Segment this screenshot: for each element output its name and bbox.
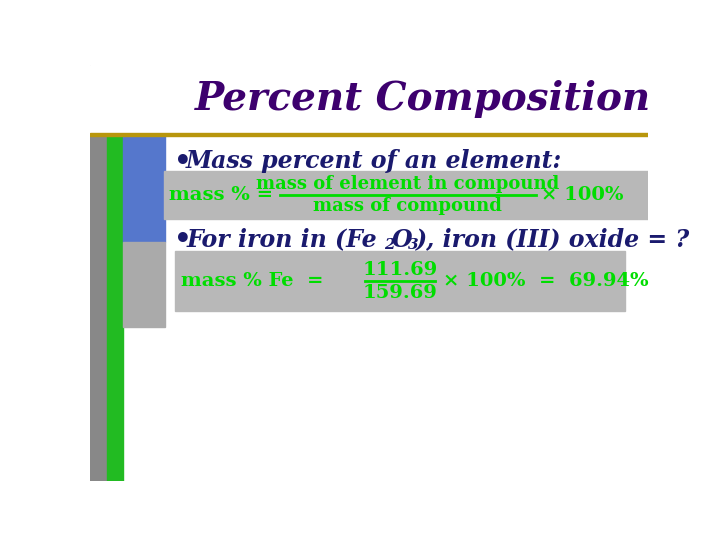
Text: O: O	[392, 227, 413, 252]
Text: 2: 2	[384, 238, 395, 252]
Text: × 100%: × 100%	[541, 186, 624, 204]
Text: mass of compound: mass of compound	[313, 197, 502, 215]
Text: •: •	[174, 147, 192, 174]
Text: 159.69: 159.69	[363, 284, 438, 302]
Text: × 100%  =  69.94%: × 100% = 69.94%	[443, 272, 648, 290]
Bar	[122, 242, 165, 327]
Bar	[175, 251, 625, 311]
Bar	[90, 65, 648, 132]
Bar	[163, 171, 648, 219]
Text: mass % =: mass % =	[169, 186, 273, 204]
Text: 111.69: 111.69	[362, 261, 438, 279]
Text: Mass percent of an element:: Mass percent of an element:	[186, 149, 562, 173]
Bar	[107, 65, 122, 481]
Text: •: •	[174, 226, 192, 253]
Text: ), iron (III) oxide = ?: ), iron (III) oxide = ?	[415, 227, 690, 252]
Text: mass % Fe  =: mass % Fe =	[181, 272, 324, 290]
Bar	[90, 132, 648, 137]
Text: Percent Composition: Percent Composition	[195, 80, 652, 118]
Text: 3: 3	[408, 238, 418, 252]
Bar	[90, 65, 107, 481]
Text: mass of element in compound: mass of element in compound	[256, 175, 559, 193]
Bar	[122, 126, 165, 242]
Text: For iron in (Fe: For iron in (Fe	[186, 227, 377, 252]
